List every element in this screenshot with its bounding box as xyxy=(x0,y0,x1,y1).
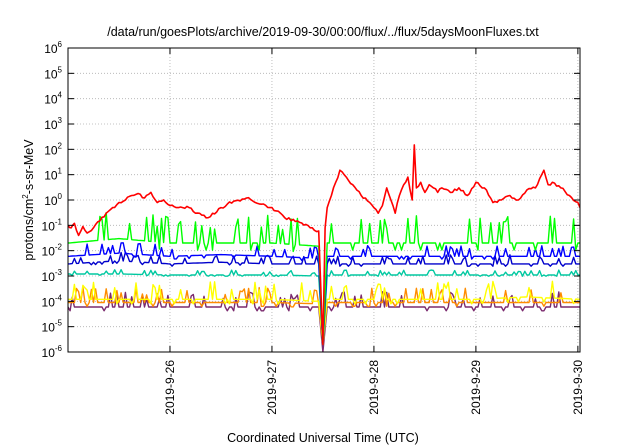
y-tick-base: 10 xyxy=(44,93,58,107)
series-line-0 xyxy=(68,144,580,346)
y-tick-exponent: 0 xyxy=(58,192,63,201)
y-axis-label-post: -s-sr-MeV xyxy=(22,139,36,195)
series-line-5 xyxy=(68,280,580,346)
y-tick-base: 10 xyxy=(42,295,56,309)
x-tick-label: 2019-9-29 xyxy=(469,360,483,415)
series-line-1 xyxy=(68,212,580,346)
y-tick-base: 10 xyxy=(42,245,56,259)
y-tick-exponent: -1 xyxy=(55,217,63,226)
y-tick-base: 10 xyxy=(42,346,56,360)
y-tick-base: 10 xyxy=(42,219,56,233)
y-tick-exponent: -2 xyxy=(55,243,63,252)
y-tick-exponent: -6 xyxy=(55,344,63,353)
y-tick-exponent: 5 xyxy=(58,65,63,74)
y-tick-exponent: 2 xyxy=(58,141,63,150)
y-tick-label: 105 xyxy=(44,65,62,81)
y-tick-base: 10 xyxy=(44,194,58,208)
y-axis-label-pre: protons/cm xyxy=(22,199,36,261)
y-axis-label-sup: 2 xyxy=(21,194,30,199)
y-tick-exponent: -4 xyxy=(55,293,63,302)
y-tick-label: 103 xyxy=(44,116,62,132)
chart-title: /data/run/goesPlots/archive/2019-09-30/0… xyxy=(107,25,539,39)
x-axis-label: Coordinated Universal Time (UTC) xyxy=(227,431,419,445)
x-tick-label: 2019-9-30 xyxy=(571,360,585,415)
y-tick-label: 10-5 xyxy=(42,319,63,335)
y-tick-exponent: 3 xyxy=(58,116,63,125)
y-tick-base: 10 xyxy=(44,143,58,157)
y-tick-label: 102 xyxy=(44,141,62,157)
x-tick-label: 2019-9-27 xyxy=(265,360,279,415)
y-tick-exponent: 6 xyxy=(58,40,63,49)
y-tick-label: 10-6 xyxy=(42,344,63,360)
y-tick-label: 10-4 xyxy=(42,293,63,309)
axes: 10-610-510-410-310-210-11001011021031041… xyxy=(42,40,585,415)
x-tick-label: 2019-9-26 xyxy=(163,360,177,415)
y-tick-label: 100 xyxy=(44,192,62,208)
y-tick-exponent: -5 xyxy=(55,319,63,328)
y-tick-label: 106 xyxy=(44,40,62,56)
y-tick-label: 101 xyxy=(44,167,62,183)
series-group xyxy=(68,144,580,352)
y-tick-exponent: 4 xyxy=(58,91,63,100)
y-tick-label: 10-2 xyxy=(42,243,63,259)
y-tick-base: 10 xyxy=(44,169,58,183)
y-tick-label: 10-3 xyxy=(42,268,63,284)
y-tick-base: 10 xyxy=(44,118,58,132)
x-tick-label: 2019-9-28 xyxy=(367,360,381,415)
y-axis-label: protons/cm2-s-sr-MeV xyxy=(21,139,36,261)
y-tick-base: 10 xyxy=(42,321,56,335)
y-tick-base: 10 xyxy=(44,42,58,56)
y-tick-exponent: 1 xyxy=(58,167,63,176)
y-tick-base: 10 xyxy=(44,67,58,81)
y-tick-base: 10 xyxy=(42,270,56,284)
y-tick-label: 10-1 xyxy=(42,217,63,233)
y-tick-exponent: -3 xyxy=(55,268,63,277)
y-tick-label: 104 xyxy=(44,91,62,107)
